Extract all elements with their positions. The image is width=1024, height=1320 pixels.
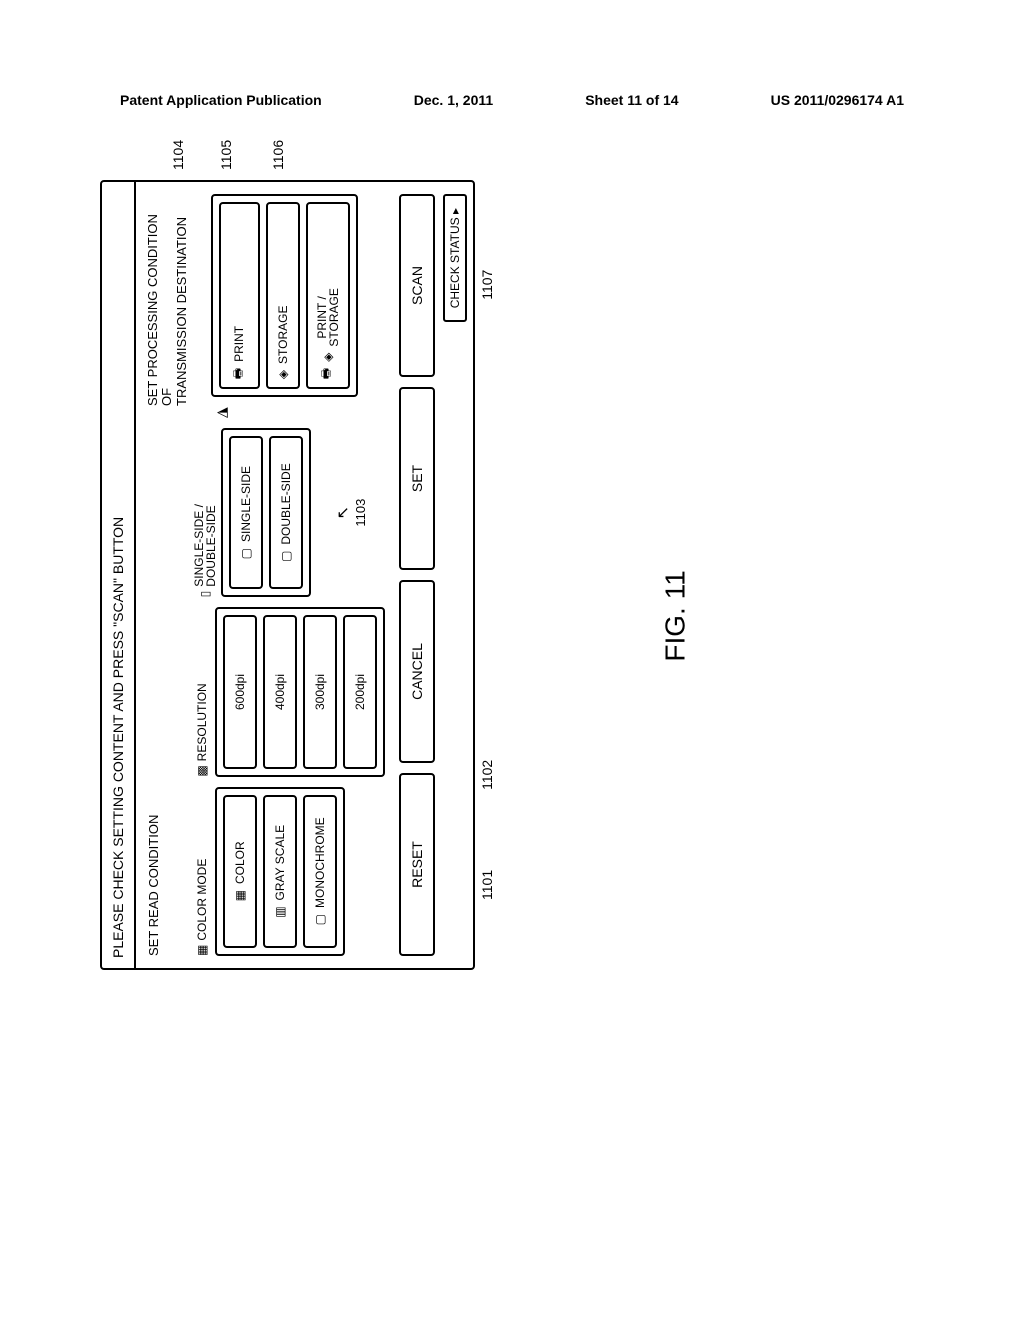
- callout-1106: 1106: [270, 140, 286, 170]
- set-button-label: SET: [409, 465, 425, 492]
- monochrome-option[interactable]: ▢ MONOCHROME: [303, 795, 337, 948]
- color-icon: ▦: [233, 890, 247, 901]
- color-mode-column: ▦ COLOR MODE ▦ COLOR ▥ GRAY SCALE: [193, 787, 345, 956]
- status-triangle-icon: ▸: [448, 208, 462, 214]
- cancel-button[interactable]: CANCEL: [399, 580, 435, 763]
- resolution-column: ▩ RESOLUTION 600dpi 400dpi 300dpi 200dpi: [193, 607, 385, 776]
- callout-1106-text: 1106: [270, 140, 286, 170]
- print-option[interactable]: 🖶 PRINT: [219, 202, 260, 389]
- patent-header: Patent Application Publication Dec. 1, 2…: [0, 92, 1024, 108]
- screen-body: SET READ CONDITION SET PROCESSING CONDIT…: [136, 182, 473, 968]
- print-option-label: PRINT: [232, 326, 246, 362]
- destination-options: 🖶 PRINT ◈ STORAGE 🖶 ◈ PRINT / STORAGE: [211, 194, 358, 397]
- grayscale-icon: ▥: [273, 906, 287, 917]
- callout-1107: 1107: [479, 270, 495, 300]
- print-storage-option[interactable]: 🖶 ◈ PRINT / STORAGE: [306, 202, 350, 389]
- resolution-icon: ▩: [195, 765, 209, 776]
- check-status-label: CHECK STATUS: [448, 217, 462, 308]
- header-left: Patent Application Publication: [120, 92, 322, 108]
- check-status-button[interactable]: CHECK STATUS ▸: [443, 194, 467, 322]
- double-side-option[interactable]: ▢ DOUBLE-SIDE: [269, 436, 303, 589]
- header-center: Dec. 1, 2011: [414, 92, 493, 108]
- double-side-label: DOUBLE-SIDE: [279, 463, 293, 544]
- double-page-icon: ▢: [279, 551, 293, 562]
- button-row: RESET CANCEL SET SCAN: [399, 194, 435, 956]
- printer-icon-2: 🖶: [317, 368, 338, 379]
- set-button[interactable]: SET: [399, 387, 435, 570]
- res-200-option[interactable]: 200dpi: [343, 615, 377, 768]
- separator: ◮: [193, 407, 230, 418]
- dest-label-line2: TRANSMISSION DESTINATION: [174, 217, 189, 406]
- res-300-label: 300dpi: [313, 674, 327, 710]
- res-400-option[interactable]: 400dpi: [263, 615, 297, 768]
- res-400-label: 400dpi: [273, 674, 287, 710]
- cancel-button-label: CANCEL: [409, 643, 425, 700]
- callout-1103: 1103: [353, 428, 368, 597]
- printer-icon: 🖶: [229, 368, 250, 379]
- destination-column: 🖶 PRINT ◈ STORAGE 🖶 ◈ PRINT / STORAGE: [193, 194, 358, 397]
- callout-1105-text: 1105: [218, 140, 234, 170]
- callout-1105: 1105: [218, 140, 234, 170]
- resolution-options: 600dpi 400dpi 300dpi 200dpi: [215, 607, 385, 776]
- grayscale-option-label: GRAY SCALE: [273, 825, 287, 901]
- callout-1102: 1102: [479, 760, 495, 790]
- callout-1104: 1104: [170, 140, 186, 170]
- res-300-option[interactable]: 300dpi: [303, 615, 337, 768]
- res-600-option[interactable]: 600dpi: [223, 615, 257, 768]
- rotated-figure: PLEASE CHECK SETTING CONTENT AND PRESS "…: [100, 150, 495, 970]
- screen-title: PLEASE CHECK SETTING CONTENT AND PRESS "…: [102, 182, 136, 968]
- single-side-label: SINGLE-SIDE: [239, 466, 253, 542]
- callout-1101: 1101: [479, 870, 495, 900]
- options-columns: ▦ COLOR MODE ▦ COLOR ▥ GRAY SCALE: [193, 194, 385, 956]
- header-right: US 2011/0296174 A1: [771, 92, 904, 108]
- color-mode-header-text: COLOR MODE: [195, 859, 209, 941]
- section-labels-row: SET READ CONDITION SET PROCESSING CONDIT…: [146, 194, 193, 956]
- sides-column: ▯ SINGLE-SIDE / DOUBLE-SIDE ▢ SINGLE-SID…: [193, 428, 368, 597]
- color-mode-header: ▦ COLOR MODE: [193, 787, 211, 956]
- res-200-label: 200dpi: [353, 674, 367, 710]
- triangle-icon: ◮: [213, 407, 230, 418]
- storage-option[interactable]: ◈ STORAGE: [266, 202, 300, 389]
- storage-option-label: STORAGE: [276, 305, 290, 363]
- monochrome-icon: ▢: [313, 914, 327, 925]
- grid-icon: ▦: [195, 945, 209, 956]
- header-sheet: Sheet 11 of 14: [585, 92, 678, 108]
- arrow-icon: ↖: [335, 506, 352, 519]
- scan-button-label: SCAN: [409, 266, 425, 305]
- figure-caption: FIG. 11: [660, 570, 692, 661]
- color-option-label: COLOR: [233, 841, 247, 884]
- callout-1103-arrow: ↖ 1103: [333, 428, 368, 597]
- bottom-callouts: 1101 1102 1107: [479, 150, 495, 970]
- status-row: CHECK STATUS ▸: [443, 194, 467, 956]
- sides-header-text: SINGLE-SIDE / DOUBLE-SIDE: [193, 504, 217, 587]
- scanner-screen: PLEASE CHECK SETTING CONTENT AND PRESS "…: [100, 180, 475, 970]
- reset-button[interactable]: RESET: [399, 773, 435, 956]
- monochrome-option-label: MONOCHROME: [313, 817, 327, 908]
- callout-1104-text: 1104: [170, 140, 186, 170]
- page-icon: ▯: [198, 591, 212, 598]
- single-side-option[interactable]: ▢ SINGLE-SIDE: [229, 436, 263, 589]
- color-option[interactable]: ▦ COLOR: [223, 795, 257, 948]
- dest-label-line1: SET PROCESSING CONDITION OF: [145, 214, 174, 406]
- storage-icon-2: ◈: [321, 353, 335, 362]
- grayscale-option[interactable]: ▥ GRAY SCALE: [263, 795, 297, 948]
- dest-condition-label: SET PROCESSING CONDITION OF TRANSMISSION…: [146, 194, 189, 406]
- resolution-header-text: RESOLUTION: [195, 683, 209, 761]
- read-condition-label: SET READ CONDITION: [146, 426, 189, 956]
- res-600-label: 600dpi: [233, 674, 247, 710]
- single-page-icon: ▢: [239, 548, 253, 559]
- reset-button-label: RESET: [409, 841, 425, 888]
- sides-header: ▯ SINGLE-SIDE / DOUBLE-SIDE: [193, 428, 217, 597]
- print-storage-option-label: PRINT / STORAGE: [316, 288, 340, 346]
- sides-options: ▢ SINGLE-SIDE ▢ DOUBLE-SIDE: [221, 428, 311, 597]
- scan-button[interactable]: SCAN: [399, 194, 435, 377]
- storage-icon: ◈: [276, 370, 290, 379]
- resolution-header: ▩ RESOLUTION: [193, 607, 211, 776]
- color-mode-options: ▦ COLOR ▥ GRAY SCALE ▢ MONOCHROME: [215, 787, 345, 956]
